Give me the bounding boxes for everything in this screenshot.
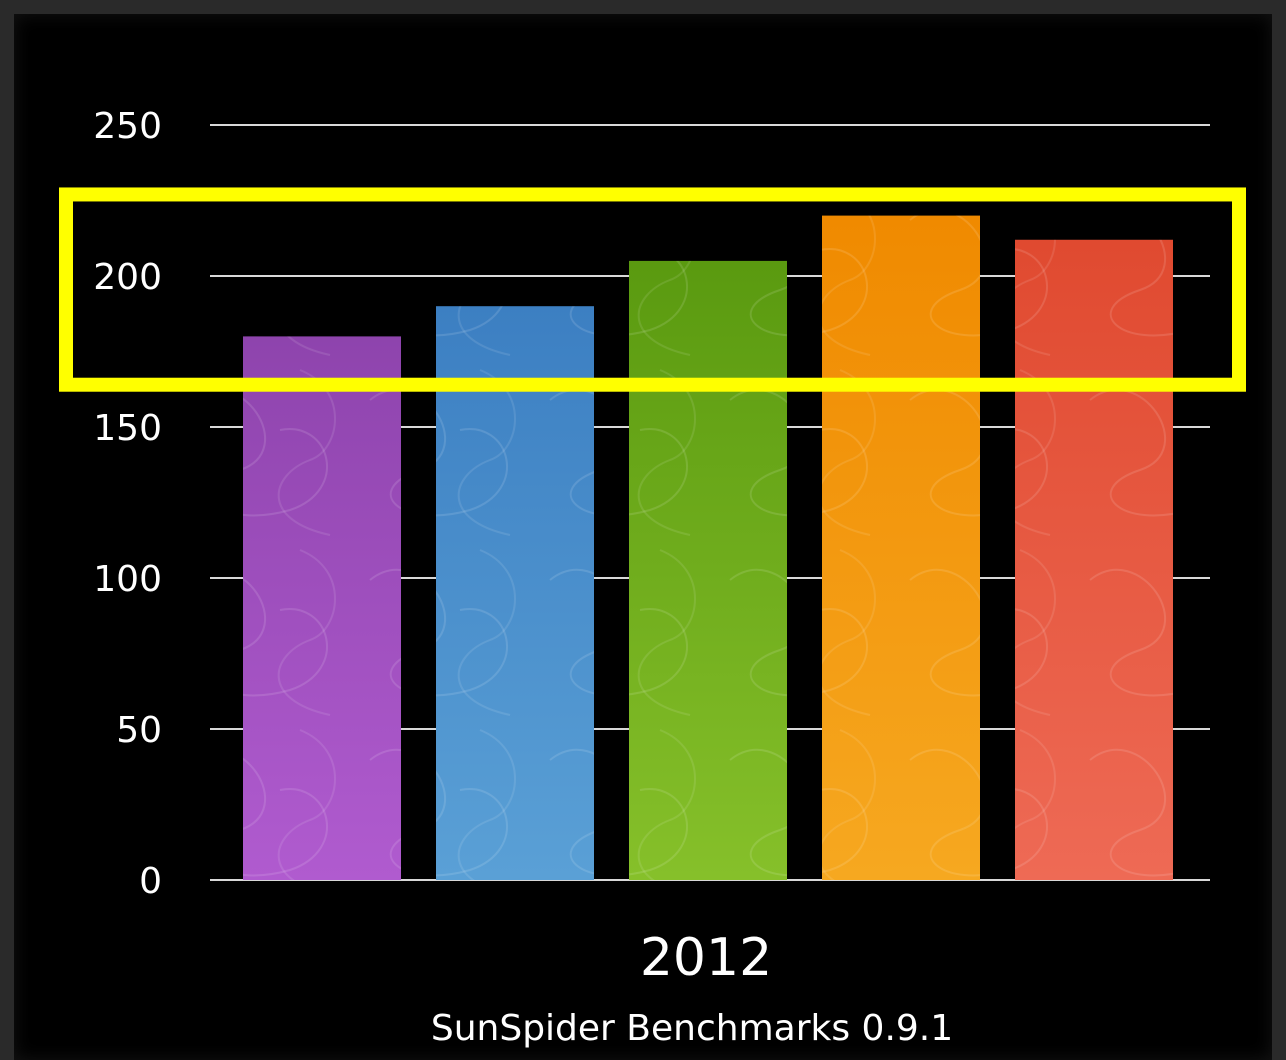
- bar-texture-5: [1015, 239, 1173, 880]
- y-tick-label: 0: [139, 861, 162, 902]
- y-axis-ticks: 0 50 100 150 200 250: [93, 106, 162, 902]
- highlight-box-layer: [59, 187, 1246, 392]
- bar-texture-2: [436, 306, 594, 880]
- x-category-label: 2012: [640, 928, 772, 988]
- bar-texture-4: [822, 215, 980, 881]
- y-tick-label: 200: [93, 257, 162, 298]
- y-tick-label: 50: [116, 710, 162, 751]
- highlight-box: [59, 187, 1246, 392]
- bar-texture-1: [243, 336, 401, 880]
- y-tick-label: 250: [93, 106, 162, 147]
- y-tick-label: 100: [93, 559, 162, 600]
- y-tick-label: 150: [93, 408, 162, 449]
- bar-texture-3: [629, 260, 787, 880]
- chart-caption: SunSpider Benchmarks 0.9.1: [431, 1008, 953, 1049]
- bars: [243, 215, 1173, 881]
